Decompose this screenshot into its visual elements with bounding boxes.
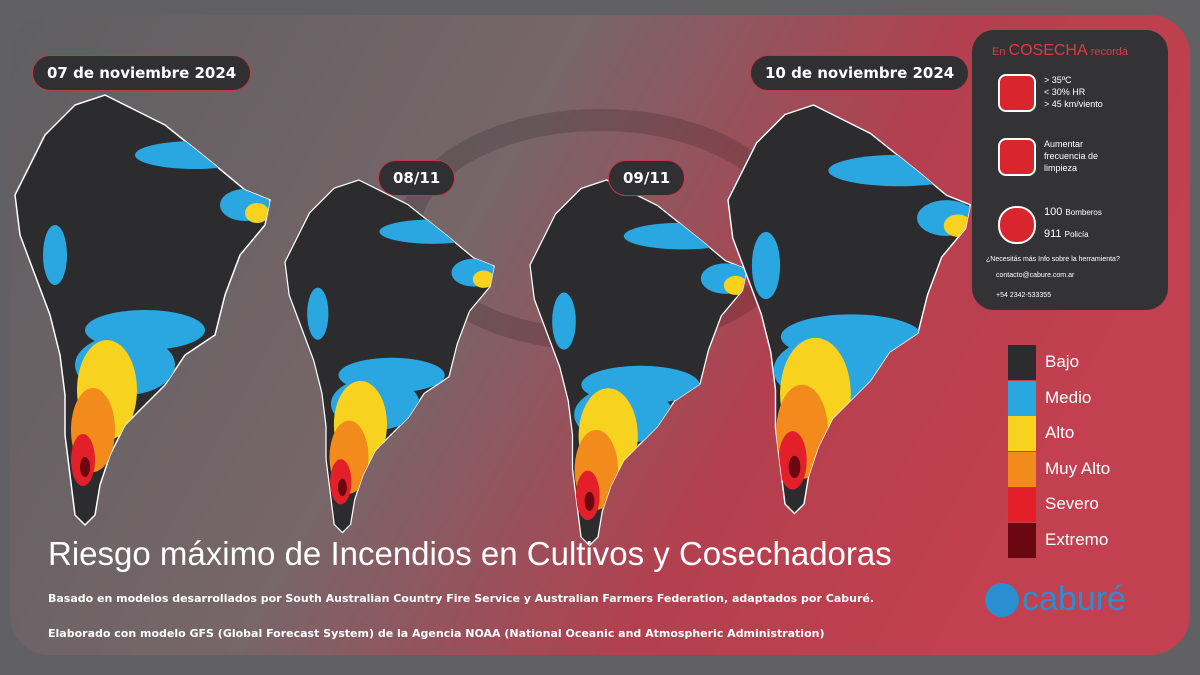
condition: < 30% HR	[1044, 87, 1086, 97]
cleaning-icon	[998, 138, 1036, 176]
legend-label: Extremo	[1045, 529, 1109, 549]
risk-area	[472, 270, 495, 288]
phone-label: Policía	[1064, 230, 1089, 239]
info-question: ¿Necesitás más Info sobre la herramienta…	[986, 256, 1120, 263]
legend-label: Severo	[1045, 494, 1099, 513]
phone-icon	[998, 206, 1036, 244]
date-label: 09/11	[608, 160, 686, 196]
condition: > 45 km/viento	[1044, 99, 1103, 109]
legend-swatch	[1008, 380, 1036, 416]
email: contacto@cabure.com.ar	[996, 272, 1075, 279]
phone-label: Bomberos	[1065, 208, 1102, 217]
risk-layer	[43, 141, 270, 486]
phone: +54 2342-533355	[996, 292, 1052, 299]
risk-area	[584, 491, 595, 511]
note: Elaborado con modelo GFS (Global Forecas…	[48, 627, 825, 640]
risk-area	[723, 275, 747, 295]
risk-area	[80, 457, 90, 477]
cleaning-text: Aumentar frecuencia de limpieza	[1044, 139, 1099, 173]
note: Basado en modelos desarrollados por Sout…	[48, 592, 875, 605]
phone-number: 100	[1044, 206, 1063, 218]
legend-swatch	[1008, 487, 1036, 522]
risk-area	[43, 225, 67, 285]
risk-area	[751, 231, 781, 300]
legend-label: Alto	[1045, 423, 1075, 442]
date-label: 07 de noviembre 2024	[32, 55, 252, 91]
legend-swatch	[1008, 522, 1036, 558]
legend-label: Bajo	[1045, 352, 1080, 371]
risk-area	[788, 455, 801, 479]
logo: caburé	[1022, 580, 1126, 618]
legend-swatch	[1008, 345, 1036, 380]
map	[14, 94, 271, 527]
date-label: 10 de noviembre 2024	[750, 55, 970, 91]
risk-area	[552, 292, 576, 350]
risk-area	[337, 478, 347, 497]
risk-layer	[552, 222, 747, 521]
map	[727, 104, 972, 515]
title: Riesgo máximo de Incendios en Cultivos y…	[48, 535, 892, 572]
reminder-title: COSECHA	[1008, 42, 1088, 59]
legend-swatch	[1008, 416, 1036, 451]
reminder-suffix: recordá	[1090, 46, 1129, 58]
condition: > 35ºC	[1044, 75, 1072, 85]
legend-label: Medio	[1045, 387, 1092, 407]
legend-label: Muy Alto	[1045, 458, 1111, 478]
logo-icon	[985, 583, 1019, 617]
phone-number: 911	[1044, 228, 1062, 240]
legend-swatch	[1008, 451, 1036, 487]
reminder-prefix: En	[992, 46, 1006, 58]
risk-area	[245, 203, 269, 223]
date-label: 08/11	[378, 160, 456, 196]
stop-icon	[998, 74, 1036, 112]
map	[529, 179, 748, 547]
risk-area	[307, 287, 329, 340]
reminder-panel: En COSECHA recordá > 35ºC < 30% HR > 45 …	[972, 30, 1168, 310]
